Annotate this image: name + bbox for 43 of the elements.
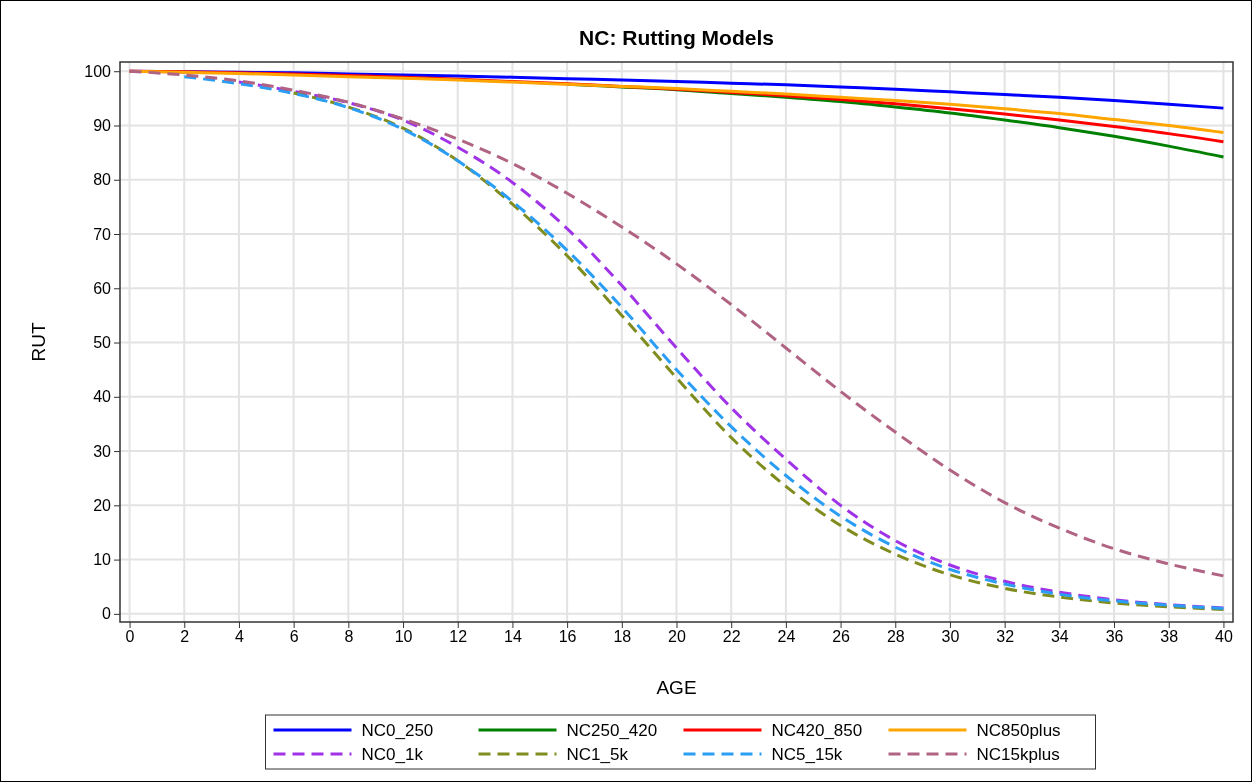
x-tick-label: 34	[1050, 628, 1069, 646]
x-tick-label: 0	[125, 628, 135, 646]
x-tick-label: 2	[180, 628, 190, 646]
legend-label: NC15kplus	[976, 745, 1060, 764]
x-tick-label: 14	[504, 628, 522, 646]
chart-title: NC: Rutting Models	[579, 26, 774, 49]
x-tick-label: 20	[668, 628, 686, 646]
legend-label: NC420_850	[771, 721, 863, 740]
y-tick-label: 40	[93, 388, 112, 406]
legend-label: NC850plus	[976, 721, 1061, 740]
x-tick-label: 8	[344, 628, 354, 646]
x-tick-label: 10	[394, 628, 413, 646]
x-tick-label: 12	[449, 628, 468, 646]
x-tick-label: 4	[235, 628, 244, 646]
x-tick-label: 22	[722, 628, 741, 646]
legend-label: NC0_1k	[361, 745, 424, 764]
legend-label: NC1_5k	[566, 745, 629, 764]
y-tick-label: 70	[93, 225, 112, 243]
y-axis-title: RUT	[28, 322, 49, 362]
x-tick-label: 36	[1105, 628, 1124, 646]
y-tick-label: 30	[93, 442, 112, 460]
legend-label: NC250_420	[566, 721, 658, 740]
legend-label: NC5_15k	[771, 745, 843, 764]
y-tick-label: 100	[84, 62, 112, 80]
y-tick-label: 0	[102, 605, 112, 623]
y-tick-label: 20	[93, 496, 112, 514]
x-tick-label: 18	[613, 628, 632, 646]
x-tick-label: 38	[1160, 628, 1179, 646]
y-tick-label: 80	[93, 171, 112, 189]
x-tick-label: 28	[886, 628, 905, 646]
x-tick-label: 24	[777, 628, 796, 646]
y-tick-label: 50	[93, 334, 112, 352]
x-tick-label: 6	[289, 628, 299, 646]
x-tick-label: 26	[832, 628, 851, 646]
x-tick-label: 16	[558, 628, 577, 646]
x-tick-label: 30	[941, 628, 960, 646]
x-tick-label: 32	[996, 628, 1015, 646]
y-tick-label: 90	[93, 117, 112, 135]
y-tick-label: 60	[93, 279, 112, 297]
y-tick-label: 10	[93, 551, 112, 569]
legend-label: NC0_250	[361, 721, 434, 740]
x-tick-label: 40	[1215, 628, 1233, 646]
x-axis-title: AGE	[656, 677, 697, 698]
